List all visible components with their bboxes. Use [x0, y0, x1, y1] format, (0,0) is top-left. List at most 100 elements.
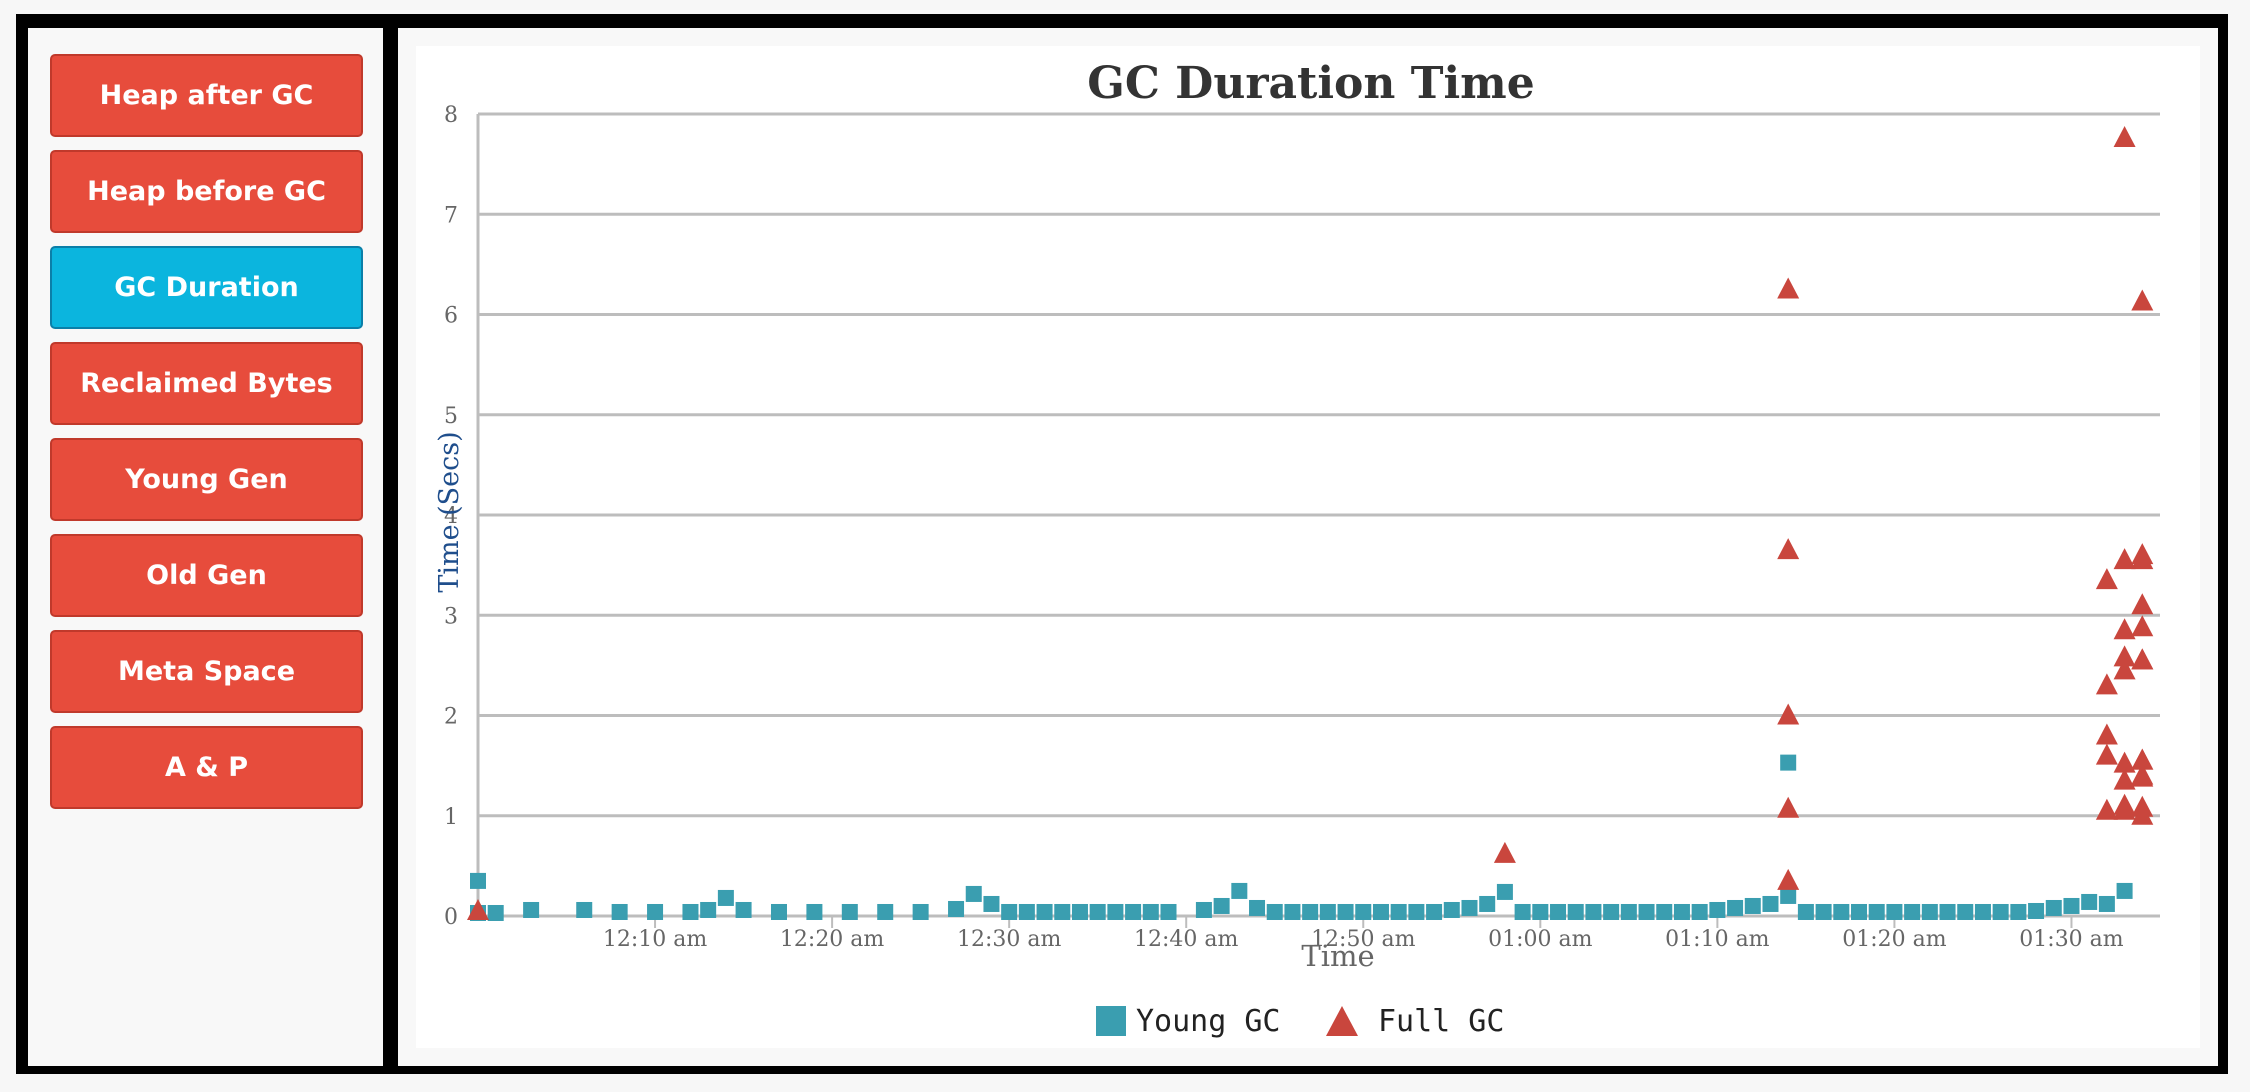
young-gc-point[interactable] [2081, 893, 2098, 910]
young-gc-point[interactable] [1372, 903, 1389, 920]
young-gc-point[interactable] [1461, 899, 1478, 916]
young-gc-point[interactable] [1886, 903, 1903, 920]
nav-meta-space[interactable]: Meta Space [50, 630, 363, 713]
full-gc-point[interactable] [2095, 723, 2118, 745]
full-gc-point[interactable] [2113, 751, 2136, 773]
nav-reclaimed-bytes[interactable]: Reclaimed Bytes [50, 342, 363, 425]
young-gc-point[interactable] [1514, 903, 1531, 920]
young-gc-point[interactable] [1125, 903, 1142, 920]
legend-full-gc-marker[interactable] [1326, 1006, 1358, 1036]
young-gc-point[interactable] [1443, 901, 1460, 918]
young-gc-point[interactable] [1833, 903, 1850, 920]
full-gc-point[interactable] [2113, 548, 2136, 570]
full-gc-point[interactable] [2095, 743, 2118, 765]
legend-full-gc-label[interactable]: Full GC [1378, 1004, 1504, 1039]
nav-heap-before-gc[interactable]: Heap before GC [50, 150, 363, 233]
young-gc-point[interactable] [770, 903, 787, 920]
full-gc-point[interactable] [2113, 126, 2136, 148]
young-gc-point[interactable] [1426, 903, 1443, 920]
young-gc-point[interactable] [1089, 903, 1106, 920]
young-gc-point[interactable] [1266, 903, 1283, 920]
young-gc-point[interactable] [1249, 899, 1266, 916]
young-gc-point[interactable] [1319, 903, 1336, 920]
young-gc-point[interactable] [1142, 903, 1159, 920]
young-gc-point[interactable] [1001, 903, 1018, 920]
young-gc-point[interactable] [735, 901, 752, 918]
young-gc-point[interactable] [1638, 903, 1655, 920]
full-gc-point[interactable] [2113, 645, 2136, 667]
young-gc-point[interactable] [1957, 903, 1974, 920]
nav-heap-after-gc[interactable]: Heap after GC [50, 54, 363, 137]
full-gc-point[interactable] [2131, 803, 2154, 825]
young-gc-point[interactable] [1762, 895, 1779, 912]
young-gc-point[interactable] [1992, 903, 2009, 920]
young-gc-point[interactable] [2010, 903, 2027, 920]
full-gc-point[interactable] [1777, 277, 1800, 299]
young-gc-point[interactable] [1691, 903, 1708, 920]
young-gc-point[interactable] [1071, 903, 1088, 920]
young-gc-point[interactable] [1797, 903, 1814, 920]
young-gc-point[interactable] [1868, 903, 1885, 920]
young-gc-point[interactable] [806, 903, 823, 920]
nav-a-and-p[interactable]: A & P [50, 726, 363, 809]
legend-young-gc-label[interactable]: Young GC [1136, 1004, 1281, 1039]
nav-old-gen[interactable]: Old Gen [50, 534, 363, 617]
young-gc-point[interactable] [965, 885, 982, 902]
young-gc-point[interactable] [1355, 903, 1372, 920]
young-gc-point[interactable] [2045, 899, 2062, 916]
young-gc-point[interactable] [611, 903, 628, 920]
full-gc-point[interactable] [2131, 593, 2154, 615]
young-gc-point[interactable] [877, 903, 894, 920]
young-gc-point[interactable] [1815, 903, 1832, 920]
young-gc-point[interactable] [1390, 903, 1407, 920]
nav-young-gen[interactable]: Young Gen [50, 438, 363, 521]
young-gc-point[interactable] [1585, 903, 1602, 920]
young-gc-point[interactable] [1195, 901, 1212, 918]
young-gc-point[interactable] [647, 903, 664, 920]
young-gc-point[interactable] [1550, 903, 1567, 920]
young-gc-point[interactable] [1532, 903, 1549, 920]
young-gc-point[interactable] [1851, 903, 1868, 920]
young-gc-point[interactable] [2116, 882, 2133, 899]
full-gc-point[interactable] [1777, 796, 1800, 818]
full-gc-point[interactable] [467, 898, 489, 920]
full-gc-point[interactable] [2131, 648, 2154, 670]
full-gc-point[interactable] [2095, 798, 2118, 820]
young-gc-point[interactable] [700, 901, 717, 918]
legend-young-gc-marker[interactable] [1096, 1006, 1126, 1036]
young-gc-point[interactable] [983, 895, 1000, 912]
young-gc-point[interactable] [1302, 903, 1319, 920]
young-gc-point[interactable] [1780, 754, 1797, 771]
young-gc-point[interactable] [1496, 883, 1513, 900]
young-gc-point[interactable] [1620, 903, 1637, 920]
young-gc-point[interactable] [2063, 897, 2080, 914]
full-gc-point[interactable] [2113, 618, 2136, 640]
young-gc-point[interactable] [1673, 903, 1690, 920]
full-gc-point[interactable] [2113, 798, 2136, 820]
full-gc-point[interactable] [2095, 568, 2118, 590]
young-gc-point[interactable] [1107, 903, 1124, 920]
full-gc-point[interactable] [2095, 673, 2118, 695]
young-gc-point[interactable] [470, 872, 486, 889]
young-gc-point[interactable] [576, 901, 593, 918]
young-gc-point[interactable] [1939, 903, 1956, 920]
young-gc-point[interactable] [1036, 903, 1053, 920]
full-gc-point[interactable] [1777, 868, 1800, 890]
young-gc-point[interactable] [948, 900, 965, 917]
young-gc-point[interactable] [1656, 903, 1673, 920]
young-gc-point[interactable] [2098, 895, 2115, 912]
young-gc-point[interactable] [1567, 903, 1584, 920]
young-gc-point[interactable] [1054, 903, 1071, 920]
nav-gc-duration[interactable]: GC Duration [50, 246, 363, 329]
young-gc-point[interactable] [1603, 903, 1620, 920]
young-gc-point[interactable] [523, 901, 540, 918]
young-gc-point[interactable] [912, 903, 929, 920]
full-gc-point[interactable] [2131, 748, 2154, 770]
young-gc-point[interactable] [1921, 903, 1938, 920]
full-gc-point[interactable] [2113, 768, 2136, 790]
young-gc-point[interactable] [1018, 903, 1035, 920]
full-gc-point[interactable] [2131, 548, 2154, 570]
young-gc-point[interactable] [1709, 901, 1726, 918]
young-gc-point[interactable] [1904, 903, 1921, 920]
young-gc-point[interactable] [487, 904, 504, 921]
